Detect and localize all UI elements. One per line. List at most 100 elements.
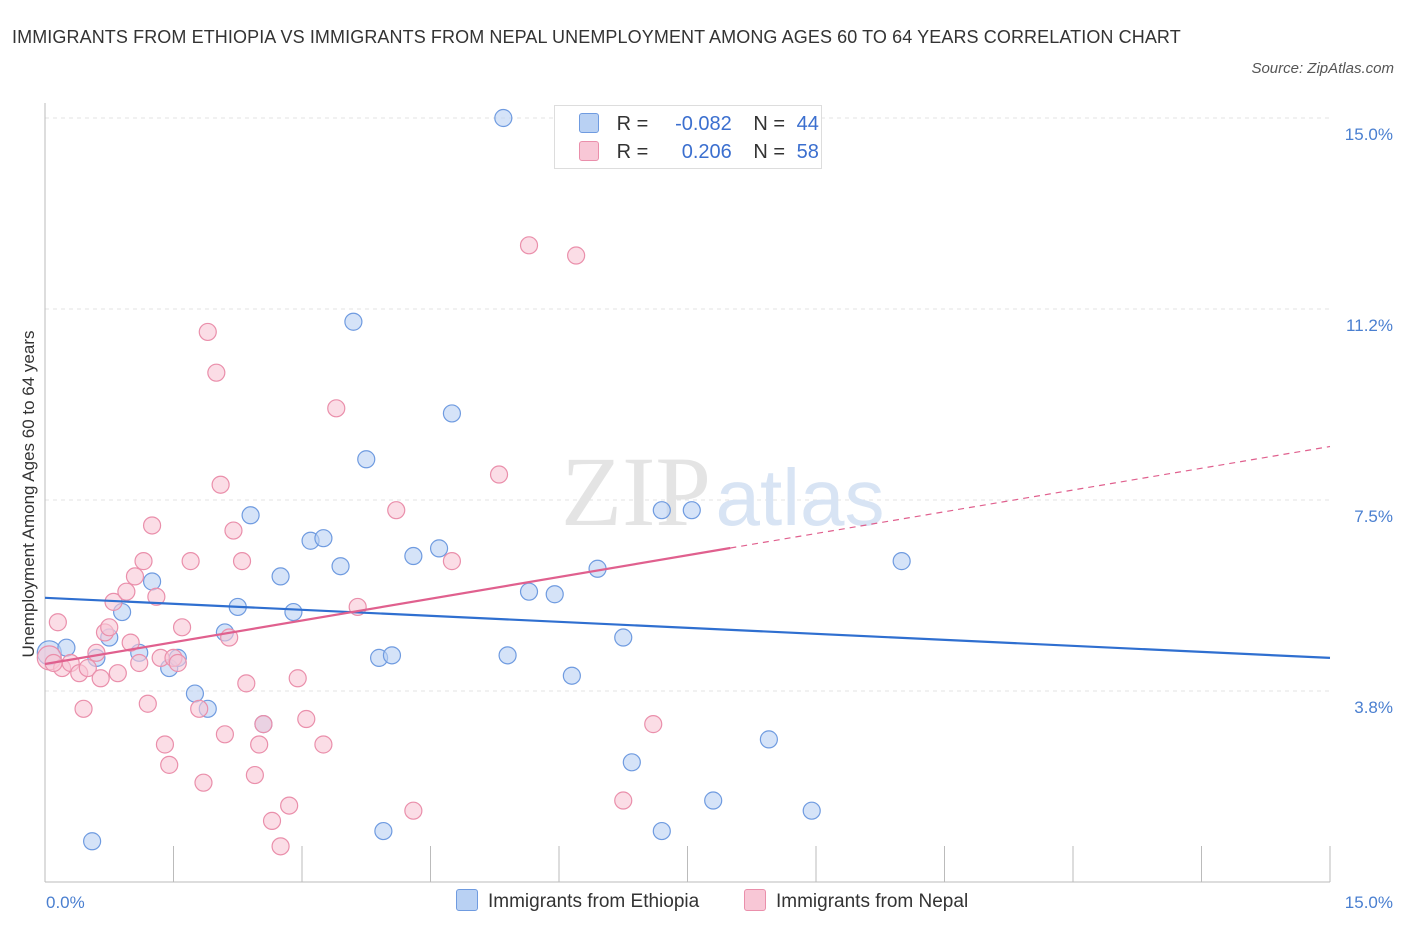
ethiopia-point [652, 501, 671, 520]
nepal-point [442, 552, 462, 571]
ethiopia-point [271, 567, 290, 586]
nepal-point [91, 669, 110, 688]
watermark-atlas: atlas [716, 453, 885, 542]
ethiopia-point [442, 404, 462, 423]
ethiopia-point [545, 585, 564, 604]
nepal-point [181, 552, 200, 571]
ethiopia-swatch [579, 113, 599, 133]
nepal-point [262, 811, 282, 830]
nepal-point [644, 715, 663, 734]
nepal-point [190, 699, 209, 718]
legend-label-ethiopia: Immigrants from Ethiopia [488, 891, 700, 912]
r-value-ethiopia: -0.082 [675, 113, 732, 135]
x-tick-label: 15.0% [1345, 893, 1393, 912]
legend-item-nepal[interactable]: Immigrants from Nepal [744, 888, 968, 916]
nepal-point [138, 694, 157, 713]
n-value-nepal: 58 [796, 141, 819, 163]
ethiopia-point [652, 821, 671, 841]
chart-title: IMMIGRANTS FROM ETHIOPIA VS IMMIGRANTS F… [12, 27, 1181, 47]
y-axis-label: Unemployment Among Ages 60 to 64 years [19, 331, 38, 658]
ethiopia-point [494, 108, 513, 128]
ethiopia-point [562, 666, 581, 685]
nepal-point [314, 735, 333, 754]
nepal-point [271, 837, 290, 856]
n-label: N = [753, 141, 786, 163]
nepal-point [172, 618, 192, 637]
ethiopia-swatch [456, 889, 478, 911]
axes [44, 103, 1331, 883]
nepal-point [404, 801, 423, 820]
ethiopia-point [704, 791, 723, 810]
ethiopia-point [374, 821, 393, 841]
nepal-point [280, 796, 299, 815]
ethiopia-point [284, 602, 303, 622]
series-ethiopia-points [36, 108, 911, 851]
y-tick-labels: 15.0% 11.2% 7.5% 3.8% [1345, 125, 1393, 717]
nepal-point [142, 516, 162, 535]
legend-row-ethiopia: R = -0.082 N = 44 [579, 110, 819, 138]
nepal-point [134, 552, 153, 571]
nepal-point [78, 658, 97, 678]
ethiopia-point [802, 801, 821, 820]
ethiopia-point [498, 646, 517, 665]
nepal-point [74, 699, 93, 718]
trend-line-nepal [44, 546, 731, 666]
trend-line-ethiopia [44, 596, 1331, 659]
nepal-point [125, 567, 145, 586]
n-value-ethiopia: 44 [796, 113, 819, 135]
ethiopia-point [892, 552, 911, 571]
nepal-point [87, 643, 106, 662]
legend-item-ethiopia[interactable]: Immigrants from Ethiopia [456, 888, 699, 916]
nepal-point [224, 521, 243, 540]
ethiopia-point [241, 506, 260, 525]
nepal-point [237, 674, 256, 693]
y-tick-label: 7.5% [1354, 507, 1393, 526]
nepal-point [155, 735, 175, 754]
ethiopia-point [622, 753, 641, 772]
ethiopia-point [759, 730, 778, 749]
source-label: Source: ZipAtlas.com [1251, 60, 1394, 77]
ethiopia-point [185, 684, 205, 703]
y-tick-label: 11.2% [1346, 316, 1393, 335]
nepal-point [108, 664, 127, 683]
nepal-point [387, 501, 406, 520]
nepal-point [100, 618, 119, 637]
ethiopia-point [682, 501, 701, 520]
ethiopia-point [314, 529, 333, 548]
x-tick-labels: 0.0% 15.0% [46, 893, 1393, 912]
nepal-point [614, 791, 633, 810]
x-tick-label: 0.0% [46, 893, 85, 912]
ethiopia-point [429, 539, 449, 558]
nepal-swatch [579, 141, 599, 161]
legend-label-nepal: Immigrants from Nepal [776, 891, 969, 912]
correlation-legend: R = -0.082 N = 44 R = 0.206 N = 58 [554, 105, 822, 169]
nepal-point [327, 399, 346, 418]
nepal-point [48, 613, 67, 632]
r-label: R = [616, 113, 649, 135]
watermark-zip: ZIP [561, 436, 711, 547]
nepal-point [215, 725, 234, 744]
nepal-point [489, 465, 509, 484]
ethiopia-point [382, 646, 402, 665]
nepal-point [160, 755, 179, 774]
ethiopia-point [357, 450, 376, 469]
ethiopia-point [614, 628, 633, 647]
ethiopia-point [83, 832, 102, 851]
n-label: N = [753, 113, 786, 135]
trend-lines [44, 445, 1331, 666]
nepal-point [254, 715, 273, 734]
nepal-point [211, 475, 230, 494]
y-tick-label: 3.8% [1354, 698, 1393, 717]
ethiopia-point [142, 572, 162, 591]
ethiopia-point [344, 312, 363, 331]
nepal-swatch [744, 889, 766, 911]
ethiopia-point [404, 546, 423, 566]
nepal-point [168, 653, 187, 673]
nepal-point [147, 587, 166, 606]
nepal-point [245, 765, 264, 785]
ethiopia-point [519, 582, 539, 601]
trend-line-nepal-extension [730, 445, 1331, 549]
nepal-point [207, 363, 226, 382]
nepal-point [194, 773, 213, 792]
